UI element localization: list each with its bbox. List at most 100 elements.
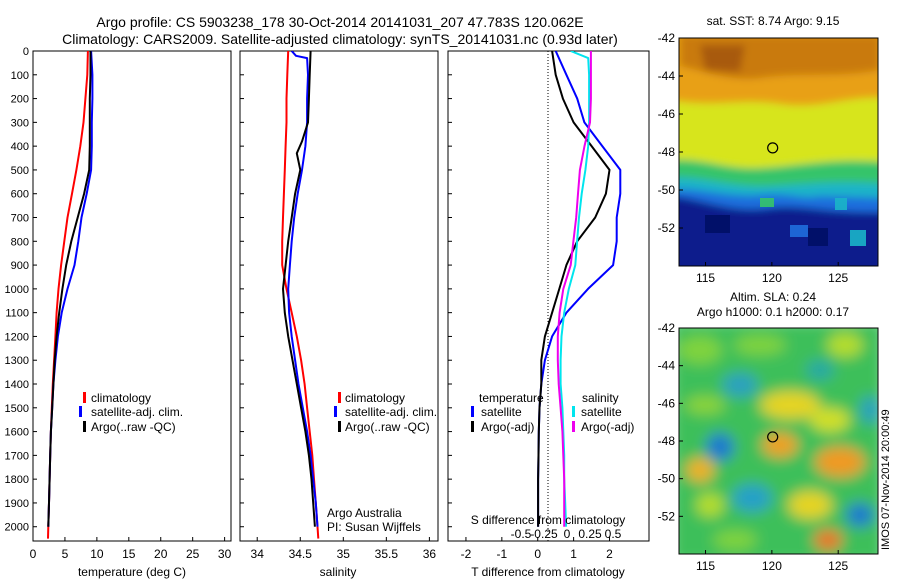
x-tick-label: 1 [570,547,577,561]
sst-map-title: sat. SST: 8.74 Argo: 9.15 [707,14,840,28]
timestamp: IMOS 07-Nov-2014 20:00:49 [880,409,892,550]
legend-label-satellite: satellite-adj. clim. [91,405,183,419]
argo-location-marker [767,142,779,154]
legend-swatch-climatology [338,392,341,403]
difference-panel: -2 -1 0 1 2 -0.5-0.25 0 0.25 0.5 T difference fr… [461,51,634,579]
depth-tick-label: 0 [23,46,29,58]
x-tick-label: 30 [218,547,232,561]
depth-tick-label: 700 [11,213,29,225]
depth-tick-label: 1700 [5,450,29,462]
s-tick-label: -0.25 [530,527,558,541]
sla-map: Altim. SLA: 0.24 Argo h1000: 0.1 h2000: … [658,290,879,573]
temperature-panel: 0 5 10 15 20 25 30 temperature (deg C) climato… [30,51,232,579]
map-y-tick-label: -46 [658,396,676,410]
legend-swatch-climatology [83,392,86,403]
map-x-tick-label: 120 [762,559,782,573]
x-tick-label: 35.5 [375,547,399,561]
salinity-legend: climatology satellite-adj. clim. Argo(..… [334,391,437,434]
map-x-tick-label: 115 [696,559,715,573]
sst-map-ticks: 115 120 125 -42 -44 -46 -48 -50 -52 [658,31,849,285]
depth-tick-label: 400 [11,141,29,153]
map-x-tick-label: 120 [762,271,782,285]
depth-axis: 0 100 200 300 400 500 600 700 800 900 1000 1100 1200… [5,46,452,534]
difference-xlabel: T difference from climatology [471,565,625,579]
legend-header-salinity: salinity [582,391,619,405]
map-y-tick-label: -50 [658,472,676,486]
legend-swatch-t-satellite [471,406,474,417]
depth-tick-label: 1600 [5,427,29,439]
depth-tick-label: 1400 [5,379,29,391]
legend-swatch-satellite [334,406,337,417]
x-tick-label: 0 [534,547,541,561]
map-y-tick-label: -48 [658,145,676,159]
temperature-panel-frame [32,50,232,542]
sst-map: sat. SST: 8.74 Argo: 9.15 [658,14,879,285]
x-tick-label: 10 [90,547,104,561]
legend-swatch-argo [338,421,341,432]
legend-label-climatology: climatology [345,391,405,405]
difference-series [537,51,622,527]
credit-line1: Argo Australia [327,506,402,520]
legend-label-s-satellite: satellite [581,405,622,419]
depth-tick-label: 1100 [5,308,29,320]
series-line [282,51,316,527]
temperature-x-ticks: 0 5 10 15 20 25 30 [30,537,232,561]
salinity-panel: 34 34.5 35 35.5 36 salinity climatology sate… [251,51,437,579]
sla-map-title: Altim. SLA: 0.24 [730,290,816,304]
x-tick-label: 15 [122,547,136,561]
x-tick-label: 34.5 [289,547,313,561]
temperature-series [47,51,94,539]
legend-swatch-satellite [79,406,82,417]
depth-tick-label: 1500 [5,403,29,415]
s-tick-label: 0.5 [605,527,622,541]
temperature-xlabel: temperature (deg C) [78,565,186,579]
map-y-tick-label: -44 [658,69,676,83]
x-tick-label: 5 [62,547,69,561]
argo-location-marker [767,431,779,443]
map-y-tick-label: -48 [658,434,676,448]
legend-label-argo: Argo(..raw -QC) [91,420,176,434]
depth-tick-label: 1300 [5,355,29,367]
series-line [537,51,611,527]
x-tick-label: 0 [30,547,37,561]
map-y-tick-label: -52 [658,221,676,235]
difference-panel-frame [447,50,650,542]
depth-tick-label: 2000 [5,522,29,534]
depth-tick-label: 200 [11,94,29,106]
legend-swatch-argo [83,421,86,432]
s-tick-label: -0.5 [511,527,532,541]
map-y-tick-label: -50 [658,183,676,197]
salinity-xlabel: salinity [320,565,357,579]
difference-legend: temperature salinity satellite Argo(-adj… [471,391,634,434]
sla-heatmap [679,328,878,554]
legend-swatch-t-argo [471,421,474,432]
depth-tick-label: 100 [11,70,29,82]
x-tick-label: -1 [497,547,508,561]
series-line [287,51,319,527]
legend-label-argo: Argo(..raw -QC) [345,420,430,434]
sla-map-ticks: 115 120 125 -42 -44 -46 -48 -50 -52 [658,321,849,573]
depth-tick-label: 1800 [5,474,29,486]
temperature-legend: climatology satellite-adj. clim. Argo(..… [79,391,183,434]
map-y-tick-label: -42 [658,321,676,335]
depth-tick-label: 1200 [5,331,29,343]
series-line [47,51,92,527]
depth-tick-label: 500 [11,165,29,177]
series-line [556,51,592,527]
legend-label-climatology: climatology [91,391,151,405]
difference-x-ticks: -2 -1 0 1 2 -0.5-0.25 0 0.25 0.5 [461,527,622,561]
map-x-tick-label: 125 [828,271,848,285]
legend-label-t-argo: Argo(-adj) [481,420,534,434]
sla-map-subtitle: Argo h1000: 0.1 h2000: 0.17 [697,305,849,319]
salinity-panel-frame [239,50,439,542]
figure-title-line2: Climatology: CARS2009. Satellite-adjuste… [62,31,618,47]
x-tick-label: 34 [251,547,265,561]
legend-label-s-argo: Argo(-adj) [581,420,634,434]
x-tick-label: 35 [337,547,351,561]
s-tick-label: 0 [564,527,571,541]
depth-tick-label: 1000 [5,284,29,296]
salinity-series [281,51,320,539]
salinity-x-ticks: 34 34.5 35 35.5 36 [251,537,437,561]
x-tick-label: 36 [423,547,437,561]
